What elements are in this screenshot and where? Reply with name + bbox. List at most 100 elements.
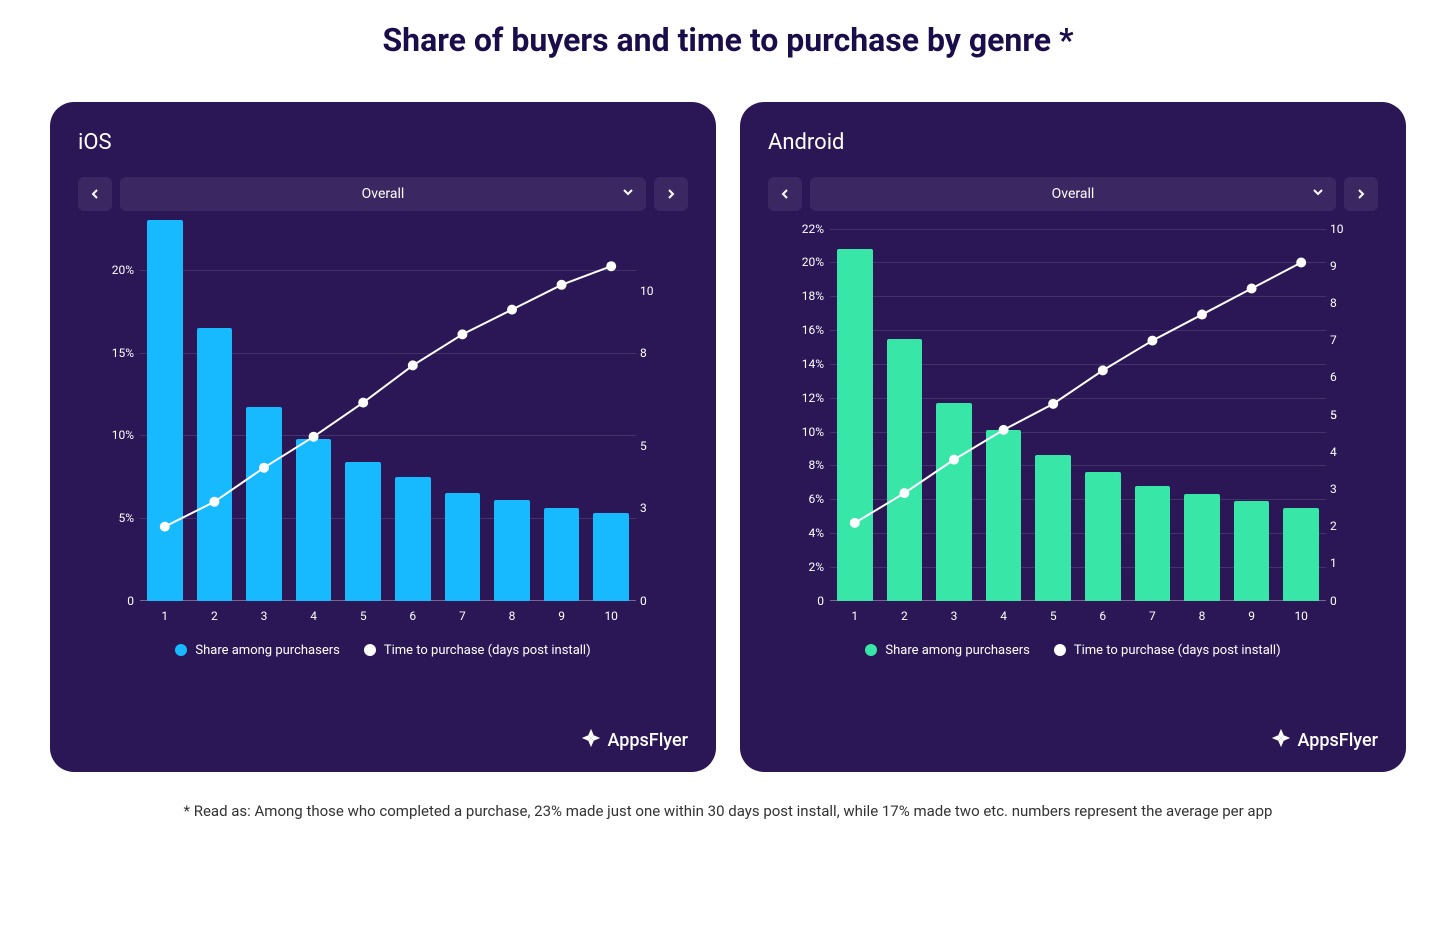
y-left-tick: 10% bbox=[794, 425, 824, 439]
x-tick: 10 bbox=[604, 609, 618, 623]
brand-text: AppsFlyer bbox=[1298, 730, 1379, 751]
line-marker bbox=[507, 304, 517, 314]
x-tick: 4 bbox=[1000, 609, 1007, 623]
line-marker bbox=[899, 488, 909, 498]
y-left-tick: 20% bbox=[794, 255, 824, 269]
legend-line: Time to purchase (days post install) bbox=[1054, 643, 1281, 658]
x-tick: 6 bbox=[1099, 609, 1106, 623]
legend-swatch-line-icon bbox=[1054, 644, 1066, 656]
chart-title-android: Android bbox=[768, 130, 1378, 155]
line-marker bbox=[160, 521, 170, 531]
x-tick: 5 bbox=[360, 609, 367, 623]
y-left-tick: 18% bbox=[794, 289, 824, 303]
line-marker bbox=[1247, 283, 1257, 293]
legend-ios: Share among purchasers Time to purchase … bbox=[78, 643, 688, 658]
prev-button[interactable] bbox=[78, 177, 112, 211]
y-right-tick: 0 bbox=[1330, 594, 1352, 608]
genre-dropdown[interactable]: Overall bbox=[120, 177, 646, 211]
y-left-tick: 4% bbox=[794, 526, 824, 540]
y-right-tick: 3 bbox=[640, 501, 662, 515]
y-left-tick: 0 bbox=[104, 594, 134, 608]
y-right-tick: 3 bbox=[1330, 482, 1352, 496]
legend-line: Time to purchase (days post install) bbox=[364, 643, 591, 658]
y-right-tick: 8 bbox=[640, 346, 662, 360]
line-marker bbox=[457, 329, 467, 339]
line-chart bbox=[830, 229, 1326, 601]
legend-swatch-bar-icon bbox=[175, 644, 187, 656]
chart-card-android: Android Overall 02%4%6%8%10%12%14%16%18%… bbox=[740, 102, 1406, 772]
chevron-left-icon bbox=[90, 184, 100, 203]
line-marker bbox=[557, 279, 567, 289]
legend-bar: Share among purchasers bbox=[175, 643, 339, 658]
y-right-tick: 5 bbox=[1330, 408, 1352, 422]
y-right-tick: 0 bbox=[640, 594, 662, 608]
dropdown-label: Overall bbox=[1052, 186, 1095, 202]
line-marker bbox=[606, 261, 616, 271]
y-left-tick: 8% bbox=[794, 458, 824, 472]
y-left-tick: 16% bbox=[794, 323, 824, 337]
plot-area-ios: 05%10%15%20%03581012345678910 bbox=[108, 229, 658, 629]
y-left-tick: 2% bbox=[794, 560, 824, 574]
y-right-tick: 6 bbox=[1330, 370, 1352, 384]
line-marker bbox=[1296, 257, 1306, 267]
x-tick: 8 bbox=[509, 609, 516, 623]
x-tick: 3 bbox=[261, 609, 268, 623]
line-marker bbox=[358, 397, 368, 407]
line-marker bbox=[408, 360, 418, 370]
x-tick: 9 bbox=[1248, 609, 1255, 623]
chevron-down-icon bbox=[1312, 186, 1324, 202]
next-button[interactable] bbox=[654, 177, 688, 211]
genre-dropdown[interactable]: Overall bbox=[810, 177, 1336, 211]
y-right-tick: 9 bbox=[1330, 259, 1352, 273]
appsflyer-icon bbox=[1270, 727, 1292, 754]
line-chart bbox=[140, 229, 636, 601]
legend-line-label: Time to purchase (days post install) bbox=[384, 643, 591, 658]
legend-line-label: Time to purchase (days post install) bbox=[1074, 643, 1281, 658]
y-right-tick: 10 bbox=[640, 284, 662, 298]
line-marker bbox=[259, 462, 269, 472]
x-tick: 1 bbox=[851, 609, 858, 623]
chart-title-ios: iOS bbox=[78, 130, 688, 155]
x-tick: 3 bbox=[951, 609, 958, 623]
line-marker bbox=[850, 517, 860, 527]
charts-row: iOS Overall 05%10%15%20%0358101234567891… bbox=[0, 72, 1456, 782]
y-right-tick: 1 bbox=[1330, 556, 1352, 570]
chevron-right-icon bbox=[666, 184, 676, 203]
brand-logo: AppsFlyer bbox=[1270, 727, 1379, 754]
page-title: Share of buyers and time to purchase by … bbox=[0, 0, 1456, 72]
legend-android: Share among purchasers Time to purchase … bbox=[768, 643, 1378, 658]
x-tick: 1 bbox=[161, 609, 168, 623]
x-tick: 2 bbox=[901, 609, 908, 623]
prev-button[interactable] bbox=[768, 177, 802, 211]
chevron-left-icon bbox=[780, 184, 790, 203]
x-tick: 5 bbox=[1050, 609, 1057, 623]
x-tick: 2 bbox=[211, 609, 218, 623]
legend-bar-label: Share among purchasers bbox=[885, 643, 1029, 658]
y-right-tick: 7 bbox=[1330, 333, 1352, 347]
line-marker bbox=[949, 454, 959, 464]
dropdown-label: Overall bbox=[362, 186, 405, 202]
line-marker bbox=[1048, 398, 1058, 408]
line-marker bbox=[1098, 365, 1108, 375]
x-tick: 10 bbox=[1294, 609, 1308, 623]
y-right-tick: 4 bbox=[1330, 445, 1352, 459]
chevron-down-icon bbox=[622, 186, 634, 202]
y-left-tick: 10% bbox=[104, 428, 134, 442]
x-tick: 8 bbox=[1199, 609, 1206, 623]
next-button[interactable] bbox=[1344, 177, 1378, 211]
y-right-tick: 2 bbox=[1330, 519, 1352, 533]
y-left-tick: 15% bbox=[104, 346, 134, 360]
footnote: * Read as: Among those who completed a p… bbox=[0, 782, 1456, 823]
legend-bar: Share among purchasers bbox=[865, 643, 1029, 658]
x-tick: 4 bbox=[310, 609, 317, 623]
legend-bar-label: Share among purchasers bbox=[195, 643, 339, 658]
y-left-tick: 6% bbox=[794, 492, 824, 506]
chart-card-ios: iOS Overall 05%10%15%20%0358101234567891… bbox=[50, 102, 716, 772]
appsflyer-icon bbox=[580, 727, 602, 754]
brand-logo: AppsFlyer bbox=[580, 727, 689, 754]
y-left-tick: 12% bbox=[794, 391, 824, 405]
line-marker bbox=[209, 496, 219, 506]
y-left-tick: 5% bbox=[104, 511, 134, 525]
controls-row-android: Overall bbox=[768, 177, 1378, 211]
legend-swatch-bar-icon bbox=[865, 644, 877, 656]
